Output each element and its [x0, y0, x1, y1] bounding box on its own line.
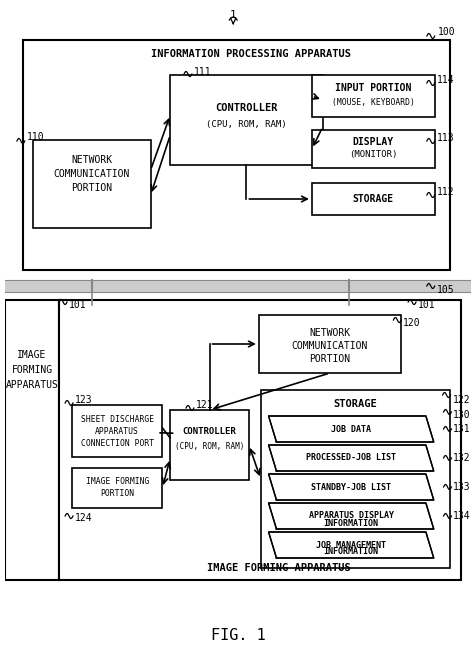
Text: NETWORK: NETWORK: [71, 155, 112, 165]
Bar: [259, 315, 401, 373]
Text: 105: 105: [437, 285, 454, 295]
Text: COMMUNICATION: COMMUNICATION: [292, 341, 368, 351]
Text: INPUT PORTION: INPUT PORTION: [335, 83, 411, 93]
Text: APPARATUS: APPARATUS: [95, 426, 139, 436]
Text: 101: 101: [69, 300, 87, 310]
Bar: [59, 300, 461, 580]
Text: FIG. 1: FIG. 1: [211, 628, 265, 642]
Text: STORAGE: STORAGE: [334, 399, 377, 409]
Text: 122: 122: [452, 395, 470, 405]
Text: 130: 130: [452, 410, 470, 420]
Bar: [72, 468, 163, 508]
Text: 111: 111: [194, 67, 211, 77]
Bar: [312, 130, 435, 168]
Polygon shape: [269, 445, 434, 471]
Polygon shape: [269, 532, 434, 558]
Text: FORMING: FORMING: [11, 365, 53, 375]
Text: DISPLAY: DISPLAY: [353, 137, 394, 147]
Text: 114: 114: [437, 75, 454, 85]
Polygon shape: [269, 503, 434, 529]
Text: IMAGE FORMING: IMAGE FORMING: [85, 477, 149, 486]
Text: (CPU, ROM, RAM): (CPU, ROM, RAM): [206, 121, 287, 129]
Bar: [33, 140, 151, 228]
Bar: [72, 405, 163, 457]
Bar: [312, 183, 435, 215]
Text: NETWORK: NETWORK: [310, 328, 351, 338]
Text: PORTION: PORTION: [71, 183, 112, 193]
Text: PORTION: PORTION: [310, 354, 351, 364]
Text: 120: 120: [403, 318, 421, 328]
Text: 1: 1: [230, 10, 237, 20]
Bar: [312, 75, 435, 117]
Text: IMAGE FORMING APPARATUS: IMAGE FORMING APPARATUS: [207, 563, 350, 573]
Bar: [5, 300, 59, 580]
Text: JOB DATA: JOB DATA: [331, 424, 371, 434]
Text: JOB MANAGEMENT: JOB MANAGEMENT: [316, 541, 386, 550]
Text: 132: 132: [452, 453, 470, 463]
Text: STANDBY-JOB LIST: STANDBY-JOB LIST: [311, 482, 391, 492]
Polygon shape: [269, 474, 434, 500]
Text: PROCESSED-JOB LIST: PROCESSED-JOB LIST: [306, 453, 396, 463]
Text: INFORMATION: INFORMATION: [324, 519, 379, 527]
Text: CONTROLLER: CONTROLLER: [183, 428, 237, 436]
Text: (MONITOR): (MONITOR): [349, 150, 398, 160]
Text: 124: 124: [75, 513, 92, 523]
Text: COMMUNICATION: COMMUNICATION: [54, 169, 130, 179]
Text: 101: 101: [418, 300, 436, 310]
Text: 131: 131: [452, 424, 470, 434]
Text: 112: 112: [437, 187, 454, 197]
Text: 100: 100: [438, 27, 456, 37]
Text: 110: 110: [27, 132, 45, 142]
Text: APPARATUS: APPARATUS: [6, 380, 59, 390]
Text: INFORMATION: INFORMATION: [324, 548, 379, 556]
Polygon shape: [269, 416, 434, 442]
Text: 121: 121: [196, 400, 213, 410]
Text: 123: 123: [75, 395, 92, 405]
Bar: [23, 40, 450, 270]
Text: INFORMATION PROCESSING APPARATUS: INFORMATION PROCESSING APPARATUS: [151, 49, 351, 59]
Bar: [170, 75, 323, 165]
Text: APPARATUS DISPLAY: APPARATUS DISPLAY: [309, 512, 394, 521]
Text: IMAGE: IMAGE: [18, 350, 47, 360]
Text: SHEET DISCHARGE: SHEET DISCHARGE: [81, 414, 154, 424]
Bar: [261, 390, 450, 568]
Text: PORTION: PORTION: [100, 490, 134, 498]
Text: (CPU, ROM, RAM): (CPU, ROM, RAM): [175, 442, 244, 451]
Text: 113: 113: [437, 133, 454, 143]
Text: CONNECTION PORT: CONNECTION PORT: [81, 438, 154, 447]
Bar: [5, 280, 471, 292]
Text: 134: 134: [452, 511, 470, 521]
Text: 133: 133: [452, 482, 470, 492]
Text: STORAGE: STORAGE: [353, 194, 394, 204]
Text: (MOUSE, KEYBOARD): (MOUSE, KEYBOARD): [332, 98, 415, 106]
Text: CONTROLLER: CONTROLLER: [215, 103, 278, 113]
Bar: [170, 410, 249, 480]
